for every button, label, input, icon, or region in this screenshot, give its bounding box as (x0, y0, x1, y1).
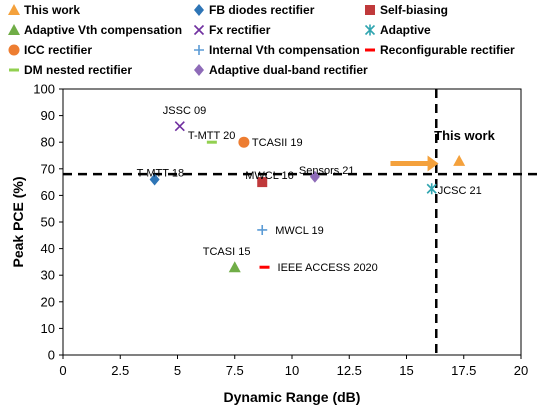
point-label-t-mtt-18: T-MTT 18 (137, 167, 184, 179)
legend-marker-icc-rectifier (8, 44, 20, 56)
legend-label-this-work: This work (24, 3, 80, 17)
legend-label-internal-vth-compensation: Internal Vth compensation (209, 43, 360, 57)
x-tick-label: 12.5 (337, 363, 362, 378)
legend-marker-dm-nested-rectifier (9, 68, 19, 72)
data-point-reconfigurable-rectifier (259, 265, 270, 269)
y-tick-label: 100 (33, 82, 55, 97)
legend-marker-internal-vth-compensation (194, 45, 204, 55)
y-tick-label: 80 (41, 135, 55, 150)
legend-label-self-biasing: Self-biasing (380, 3, 448, 17)
point-label-ieee-access-2020: IEEE ACCESS 2020 (278, 262, 378, 274)
legend-marker-adaptive-vth-compensation (8, 24, 20, 35)
data-point-self-biasing (257, 177, 268, 188)
data-point-dm-nested-rectifier (206, 140, 217, 144)
data-point-this-work (453, 154, 466, 166)
legend-marker-reconfigurable-rectifier (365, 48, 375, 52)
legend-label-adaptive-vth-compensation: Adaptive Vth compensation (24, 23, 182, 37)
data-points (149, 121, 466, 273)
point-label-jcsc-21: JCSC 21 (438, 185, 482, 197)
x-tick-label: 15 (399, 363, 413, 378)
y-tick-label: 90 (41, 108, 55, 123)
x-tick-label: 20 (514, 363, 528, 378)
legend: This work FB diodes rectifier Self-biasing… (8, 3, 515, 77)
x-tick-label: 5 (174, 363, 181, 378)
x-tick-label: 10 (285, 363, 299, 378)
legend-label-fb-diodes-rectifier: FB diodes rectifier (209, 3, 315, 17)
y-tick-label: 40 (41, 241, 55, 256)
y-tick-label: 30 (41, 268, 55, 283)
plot-frame (62, 88, 522, 356)
legend-marker-fb-diodes-rectifier (194, 4, 204, 16)
data-point-adaptive-dual-band-rectifier (309, 170, 320, 183)
legend-marker-adaptive-dual-band-rectifier (194, 64, 204, 76)
y-tick-label: 50 (41, 215, 55, 230)
data-point-internal-vth-compensation (257, 224, 268, 235)
y-tick-label: 20 (41, 294, 55, 309)
data-point-fb-diodes-rectifier (149, 173, 160, 186)
legend-marker-this-work (8, 4, 20, 15)
point-label-tcasi-15: TCASI 15 (203, 246, 251, 258)
point-label-tcasii-19: TCASII 19 (252, 137, 303, 149)
legend-label-fx-rectifier: Fx rectifier (209, 23, 271, 37)
point-label-sensors-21: Sensors 21 (299, 165, 355, 177)
x-axis-title: Dynamic Range (dB) (224, 389, 361, 405)
legend-label-icc-rectifier: ICC rectifier (24, 43, 92, 57)
legend-label-adaptive: Adaptive (380, 23, 431, 37)
x-tick-label: 2.5 (111, 363, 129, 378)
point-label-t-mtt-20: T-MTT 20 (188, 130, 235, 142)
legend-marker-self-biasing (365, 5, 375, 15)
y-tick-label: 10 (41, 321, 55, 336)
point-label-mwcl-16: MWCL 16 (245, 170, 293, 182)
data-point-adaptive (426, 183, 437, 195)
y-tick-label: 0 (48, 348, 55, 363)
y-tick-label: 70 (41, 161, 55, 176)
legend-label-adaptive-dual-band-rectifier: Adaptive dual-band rectifier (209, 63, 368, 77)
legend-marker-adaptive (364, 24, 376, 36)
this-work-arrow-head (427, 155, 439, 172)
legend-label-reconfigurable-rectifier: Reconfigurable rectifier (380, 43, 515, 57)
plot-area (62, 88, 541, 356)
x-tick-label: 17.5 (451, 363, 476, 378)
data-point-adaptive-vth-compensation (228, 261, 241, 273)
legend-marker-fx-rectifier (193, 24, 205, 36)
x-tick-label: 7.5 (226, 363, 244, 378)
point-label-this-work: This work (434, 128, 495, 143)
axes: 0 2.5 5 7.5 10 12.5 15 17.5 20 0 10 20 30 40 50 60 70 80 9… (33, 82, 528, 379)
data-point-icc-rectifier (238, 136, 250, 148)
point-label-jssc-09: JSSC 09 (163, 105, 206, 117)
data-point-fx-rectifier (174, 121, 185, 132)
y-axis-title: Peak PCE (%) (10, 176, 26, 267)
y-tick-label: 60 (41, 188, 55, 203)
point-labels: This work T-MTT 18 MWCL 16 TCASI 15 JSSC 09 J… (137, 105, 496, 274)
legend-label-dm-nested-rectifier: DM nested rectifier (24, 63, 132, 77)
point-label-mwcl-19: MWCL 19 (275, 225, 324, 237)
x-tick-label: 0 (59, 363, 66, 378)
